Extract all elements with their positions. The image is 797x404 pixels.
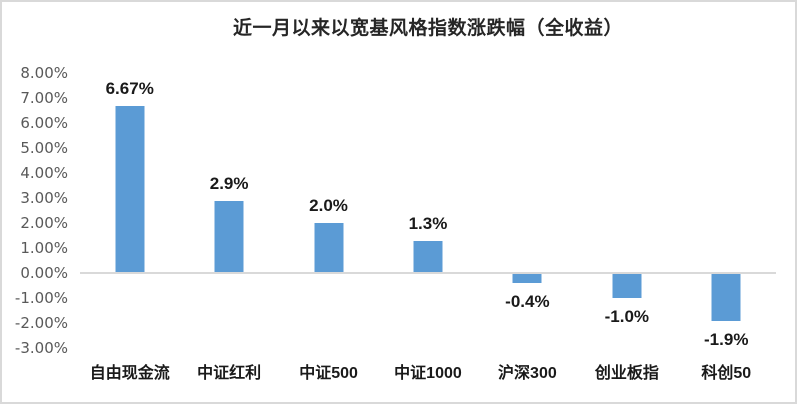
data-label: -1.9% bbox=[704, 329, 749, 349]
y-tick-label: -3.00% bbox=[14, 339, 68, 357]
y-tick-label: 3.00% bbox=[20, 189, 68, 207]
data-label: 6.67% bbox=[105, 79, 154, 99]
bar bbox=[314, 223, 344, 272]
y-tick-label: 5.00% bbox=[20, 139, 68, 157]
plot-area: 6.67% 2.9% 2.0% 1.3% -0.4% -1.0% -1.9% bbox=[80, 73, 776, 349]
bar bbox=[612, 274, 642, 298]
category-label: 中证500 bbox=[299, 365, 358, 382]
x-axis: 自由现金流 中证红利 中证500 中证1000 沪深300 创业板指 科创50 bbox=[80, 359, 776, 383]
category-label: 沪深300 bbox=[498, 365, 557, 382]
y-tick-label: 0.00% bbox=[20, 264, 68, 282]
y-axis: 8.00% 7.00% 6.00% 5.00% 4.00% 3.00% 2.00% 1.00%… bbox=[8, 64, 68, 357]
bar-column: 1.3% bbox=[378, 73, 477, 348]
y-tick-label: 2.00% bbox=[20, 214, 68, 232]
bar-column: -1.9% bbox=[677, 73, 776, 349]
data-label: 2.0% bbox=[309, 196, 348, 215]
bar bbox=[115, 106, 145, 272]
y-tick-label: 1.00% bbox=[20, 239, 68, 257]
category-label: 创业板指 bbox=[594, 365, 659, 382]
category-label: 中证红利 bbox=[197, 365, 262, 382]
y-tick-label: -1.00% bbox=[14, 289, 68, 307]
y-tick-label: 7.00% bbox=[20, 89, 68, 107]
bar bbox=[214, 200, 244, 272]
category-label: 科创50 bbox=[701, 365, 752, 382]
bar bbox=[512, 274, 542, 283]
data-label: 2.9% bbox=[209, 173, 249, 193]
data-label: 1.3% bbox=[408, 213, 448, 233]
data-label: -1.0% bbox=[604, 307, 650, 326]
bar-column: 2.9% bbox=[179, 73, 278, 348]
bar-column: -0.4% bbox=[478, 73, 577, 348]
y-tick-label: 4.00% bbox=[20, 164, 68, 182]
category-label: 自由现金流 bbox=[89, 365, 170, 382]
y-tick-label: 6.00% bbox=[20, 114, 68, 132]
bar-column: 2.0% bbox=[279, 73, 378, 348]
bar bbox=[711, 274, 741, 321]
y-tick-label: 8.00% bbox=[20, 64, 68, 82]
y-tick-label: -2.00% bbox=[14, 314, 68, 332]
zero-axis-line bbox=[80, 272, 776, 274]
data-label: -0.4% bbox=[505, 292, 550, 311]
bar bbox=[413, 240, 443, 272]
category-label: 中证1000 bbox=[394, 365, 462, 382]
chart-title: 近一月以来以宽基风格指数涨跌幅（全收益） bbox=[232, 18, 623, 39]
bar-column: -1.0% bbox=[577, 73, 676, 348]
bar-column: 6.67% bbox=[80, 73, 179, 348]
